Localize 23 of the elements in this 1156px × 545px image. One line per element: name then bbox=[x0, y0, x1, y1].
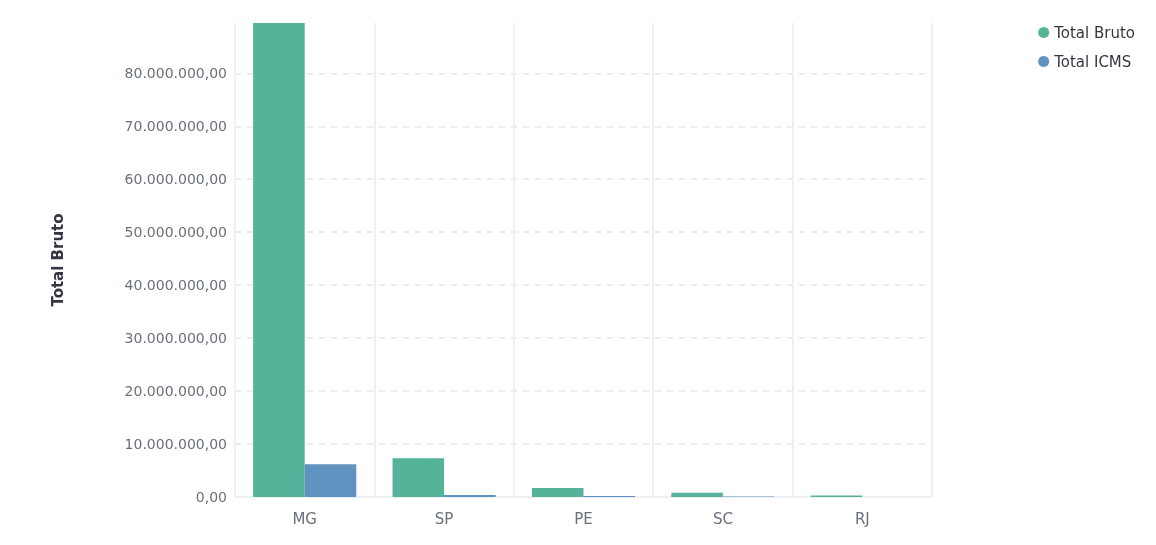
y-tick-label: 0,00 bbox=[195, 489, 227, 505]
y-tick-label: 60.000.000,00 bbox=[124, 171, 227, 188]
x-tick-label: PE bbox=[574, 509, 593, 528]
x-tick-label: RJ bbox=[854, 509, 870, 528]
y-tick-label: 30.000.000,00 bbox=[124, 330, 227, 347]
y-tick-label: 70.000.000,00 bbox=[124, 118, 227, 135]
bar bbox=[444, 494, 496, 497]
y-tick-label: 10.000.000,00 bbox=[124, 436, 227, 453]
y-tick-label: 40.000.000,00 bbox=[124, 277, 227, 294]
bar bbox=[392, 458, 445, 497]
legend-label: Total ICMS bbox=[1053, 52, 1132, 71]
y-axis-title: Total Bruto bbox=[48, 213, 67, 307]
x-tick-label: SC bbox=[712, 509, 733, 528]
bar bbox=[671, 492, 723, 497]
y-tick-label: 80.000.000,00 bbox=[124, 65, 227, 82]
bar bbox=[253, 23, 305, 497]
y-tick-label: 50.000.000,00 bbox=[124, 224, 227, 241]
bar bbox=[304, 464, 357, 497]
legend-label: Total Bruto bbox=[1053, 23, 1136, 42]
y-tick-label: 20.000.000,00 bbox=[124, 383, 227, 400]
bar bbox=[531, 488, 584, 497]
x-tick-label: SP bbox=[434, 509, 454, 528]
x-tick-label: MG bbox=[292, 509, 317, 528]
